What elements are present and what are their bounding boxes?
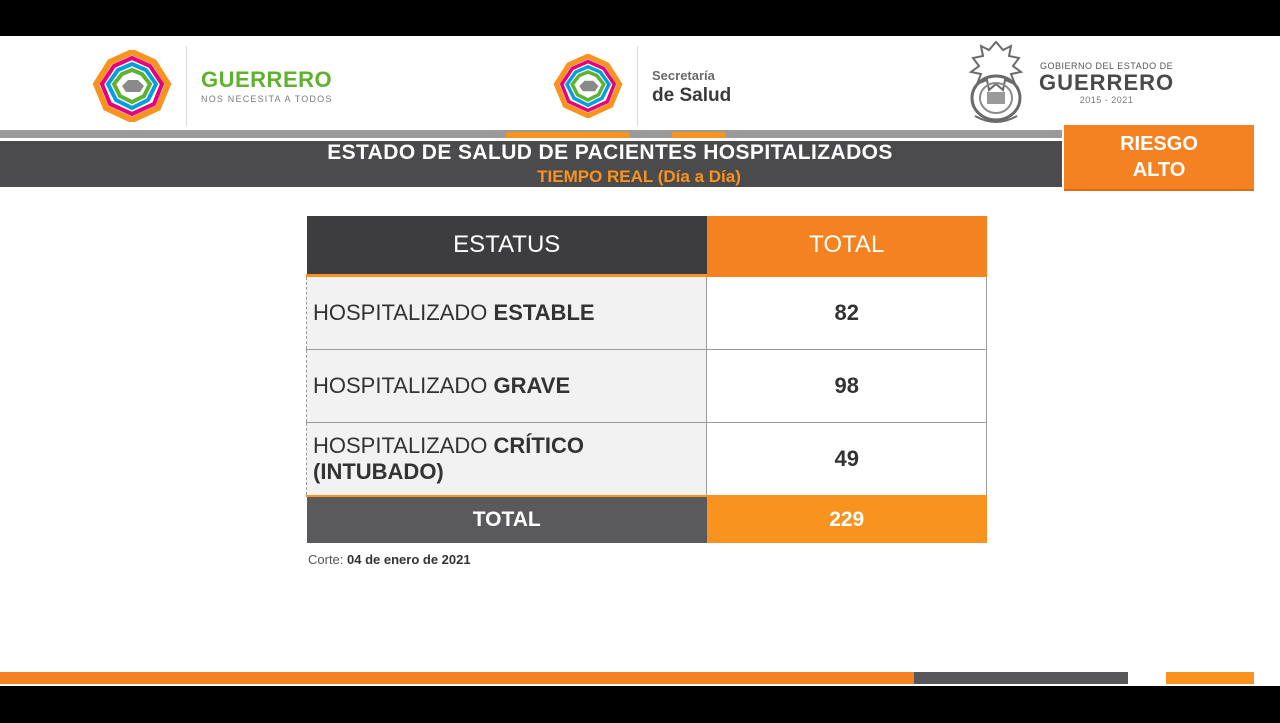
cutoff-note: Corte: 04 de enero de 2021 (308, 552, 471, 567)
total-label: TOTAL (306, 495, 707, 543)
row-status: GRAVE (493, 373, 571, 398)
coat-of-arms-icon (968, 40, 1024, 123)
footer-bar-orange-right (1166, 672, 1254, 684)
guerrero-emblem-icon (92, 50, 172, 122)
salud-line2: de Salud (652, 85, 732, 106)
risk-line2: ALTO (1132, 159, 1186, 181)
header-status: ESTATUS (306, 216, 707, 277)
header-accent-1 (506, 132, 630, 138)
row-value: 98 (706, 349, 987, 423)
guerrero-tagline: NOS NECESITA A TODOS (201, 94, 333, 104)
gobierno-logo: GOBIERNO DEL ESTADO DE GUERRERO 2015 - 2… (965, 38, 1174, 128)
total-row: TOTAL 229 (306, 495, 987, 543)
row-label: HOSPITALIZADO CRÍTICO (INTUBADO) (305, 422, 708, 497)
logo-divider (186, 46, 187, 126)
row-status: CRÍTICO (INTUBADO) (313, 433, 584, 484)
footer-bar-orange (0, 672, 914, 684)
page-subtitle: TIEMPO REAL (Día a Día) (537, 167, 741, 186)
footer-bar-gray (914, 672, 1128, 684)
header-band (0, 141, 1062, 187)
slide: GUERRERO NOS NECESITA A TODOS Secretaría… (0, 36, 1280, 686)
gobierno-years: 2015 - 2021 (1079, 95, 1134, 105)
row-label: HOSPITALIZADO GRAVE (305, 349, 708, 423)
table-row: HOSPITALIZADO GRAVE 98 (305, 349, 987, 423)
page-title: ESTADO DE SALUD DE PACIENTES HOSPITALIZA… (327, 141, 893, 164)
table-row: HOSPITALIZADO ESTABLE 82 (305, 275, 987, 350)
row-value: 82 (706, 275, 987, 350)
guerrero-name: GUERRERO (201, 67, 333, 92)
gobierno-line1: GOBIERNO DEL ESTADO DE (1040, 61, 1174, 71)
gobierno-line2: GUERRERO (1039, 70, 1175, 95)
cutoff-label: Corte: (308, 552, 348, 567)
logo-divider (637, 46, 638, 126)
row-prefix: HOSPITALIZADO (313, 300, 494, 325)
risk-line1: RIESGO (1120, 133, 1198, 155)
header-total: TOTAL (706, 216, 987, 277)
row-prefix: HOSPITALIZADO (313, 433, 494, 458)
total-value: 229 (706, 495, 987, 543)
cutoff-date: 04 de enero de 2021 (347, 552, 471, 567)
row-label: HOSPITALIZADO ESTABLE (305, 275, 708, 350)
row-status: ESTABLE (493, 300, 595, 325)
salud-line1: Secretaría (652, 68, 715, 83)
hospital-status-table: ESTATUS TOTAL HOSPITALIZADO ESTABLE 82 H… (305, 216, 987, 543)
guerrero-logo: GUERRERO NOS NECESITA A TODOS (92, 46, 333, 126)
row-prefix: HOSPITALIZADO (313, 373, 494, 398)
risk-badge: RIESGO ALTO (1064, 125, 1254, 191)
salud-emblem-icon (553, 54, 623, 118)
header-accent-2 (672, 132, 726, 138)
row-value: 49 (706, 422, 987, 497)
salud-logo: Secretaría de Salud (553, 46, 731, 126)
table-row: HOSPITALIZADO CRÍTICO (INTUBADO) 49 (305, 422, 987, 497)
